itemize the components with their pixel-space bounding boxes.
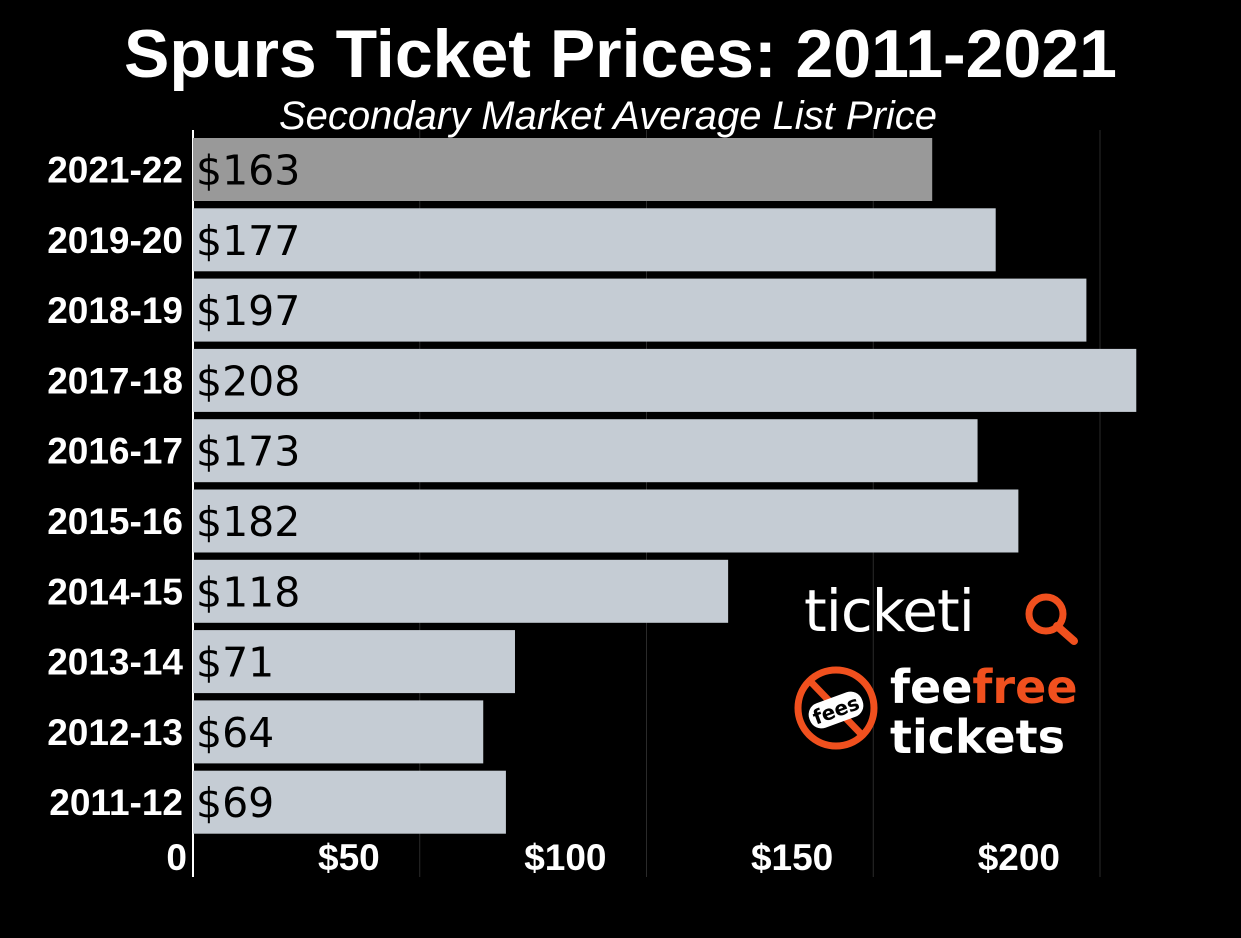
bar (193, 700, 484, 764)
feefree-wordmark: feefree (890, 660, 1078, 714)
value-label: $208 (196, 357, 300, 405)
bar (193, 770, 506, 834)
chart-title: Spurs Ticket Prices: 2011-2021 (124, 16, 1117, 92)
magnifier-q-icon (1025, 593, 1078, 645)
fee-word: fee (890, 660, 973, 714)
category-label: 2017-18 (47, 360, 183, 401)
bar (193, 489, 1019, 553)
bars (193, 138, 1137, 834)
no-fees-icon: fees (794, 666, 878, 750)
value-label: $64 (196, 709, 274, 757)
category-label: 2015-16 (47, 501, 183, 542)
x-tick-label: 0 (166, 837, 187, 878)
ticketiq-logo: ticketi (804, 576, 975, 646)
bar (193, 348, 1137, 412)
value-label: $69 (196, 779, 274, 827)
bar (193, 559, 729, 623)
category-labels: 2021-22 2019-20 2018-19 2017-18 2016-17 2015-… (47, 150, 183, 824)
x-tick-label: $150 (751, 837, 833, 878)
category-label: 2012-13 (47, 712, 183, 753)
category-label: 2016-17 (47, 431, 183, 472)
x-tick-label: $50 (318, 837, 380, 878)
chart-subtitle: Secondary Market Average List Price (278, 94, 938, 138)
value-labels: $163 $177 $197 $208 $173 $182 $118 $71 $64 $69 (196, 147, 300, 828)
x-tick-label: $200 (978, 837, 1060, 878)
bar (193, 630, 515, 694)
category-label: 2019-20 (47, 220, 183, 261)
value-label: $177 (196, 217, 300, 265)
bar (193, 419, 978, 483)
category-label: 2018-19 (47, 290, 183, 331)
free-word: free (972, 660, 1078, 714)
bar (193, 278, 1087, 342)
bar (193, 138, 933, 201)
category-label: 2013-14 (47, 642, 183, 683)
ticketiq-logo-text: ticketi (804, 577, 975, 645)
category-label: 2021-22 (47, 150, 183, 191)
value-label: $71 (196, 639, 274, 687)
tickets-wordmark: tickets (890, 710, 1065, 764)
value-label: $197 (196, 287, 300, 335)
bar (193, 208, 996, 272)
value-label: $163 (196, 147, 300, 195)
x-tick-labels: 0 $50 $100 $150 $200 (166, 837, 1060, 878)
x-tick-label: $100 (524, 837, 606, 878)
value-label: $173 (196, 428, 300, 476)
value-label: $118 (196, 568, 300, 616)
value-label: $182 (196, 498, 300, 546)
category-label: 2011-12 (49, 782, 183, 823)
category-label: 2014-15 (47, 571, 183, 612)
